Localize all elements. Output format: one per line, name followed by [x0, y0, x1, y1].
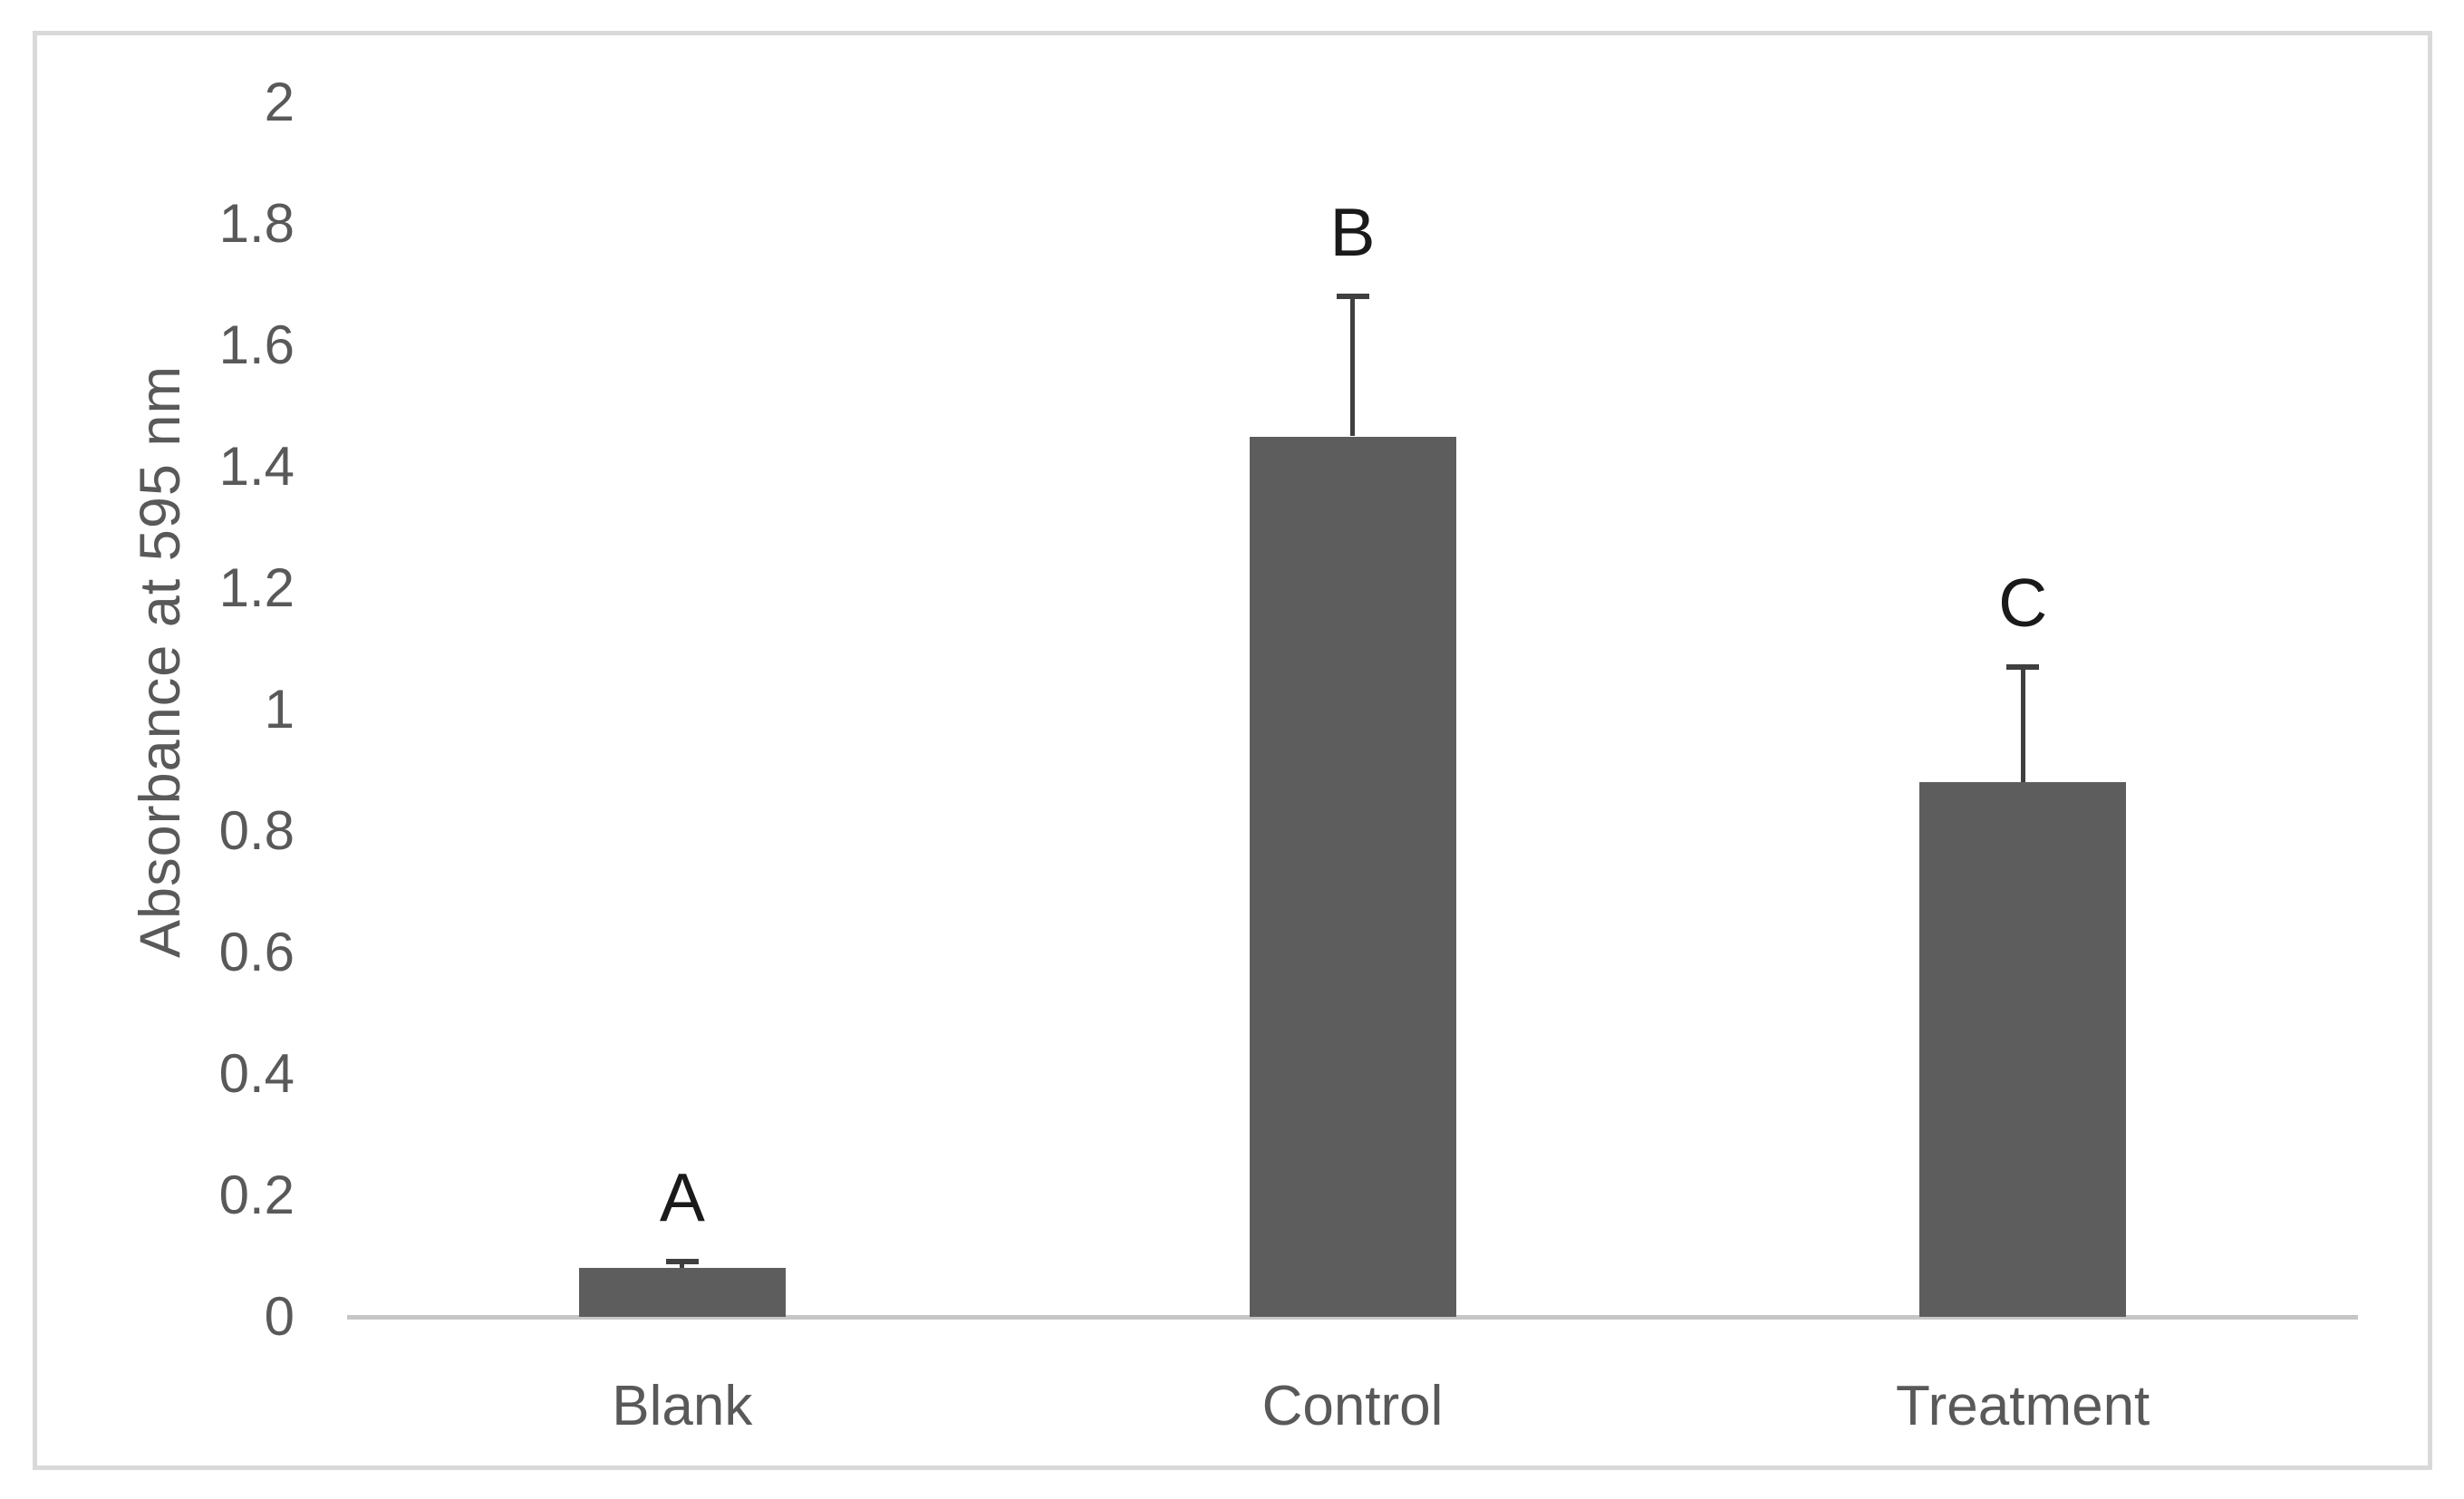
- error-bar-line: [680, 1262, 685, 1269]
- y-tick-label: 0.4: [218, 1043, 295, 1104]
- y-tick-label: 0.8: [218, 800, 295, 861]
- significance-letter: B: [1329, 194, 1376, 271]
- significance-letter: C: [1998, 565, 2048, 642]
- error-bar-cap: [1336, 294, 1369, 300]
- y-tick-label: 0.6: [218, 922, 295, 982]
- category-label-blank: Blank: [612, 1375, 753, 1437]
- y-tick-label: 1.8: [218, 193, 295, 254]
- bar-blank: [578, 1268, 786, 1317]
- y-tick-label: 1: [264, 679, 295, 740]
- bar-treatment: [1919, 782, 2127, 1317]
- error-bar-line: [2020, 667, 2025, 783]
- y-tick-label: 0.2: [218, 1165, 295, 1225]
- y-tick-label: 1.4: [218, 436, 295, 497]
- category-label-control: Control: [1261, 1375, 1444, 1437]
- y-tick-label: 0: [264, 1286, 295, 1347]
- significance-letter: A: [659, 1159, 705, 1236]
- error-bar-line: [1350, 296, 1355, 437]
- error-bar-cap: [665, 1259, 699, 1265]
- x-axis-line: [347, 1315, 2358, 1320]
- bar-control: [1249, 436, 1456, 1317]
- chart-frame: [33, 31, 2432, 1470]
- category-label-treatment: Treatment: [1896, 1375, 2150, 1437]
- y-tick-label: 2: [264, 72, 295, 132]
- y-tick-label: 1.2: [218, 557, 295, 618]
- y-tick-label: 1.6: [218, 314, 295, 375]
- error-bar-cap: [2006, 664, 2040, 671]
